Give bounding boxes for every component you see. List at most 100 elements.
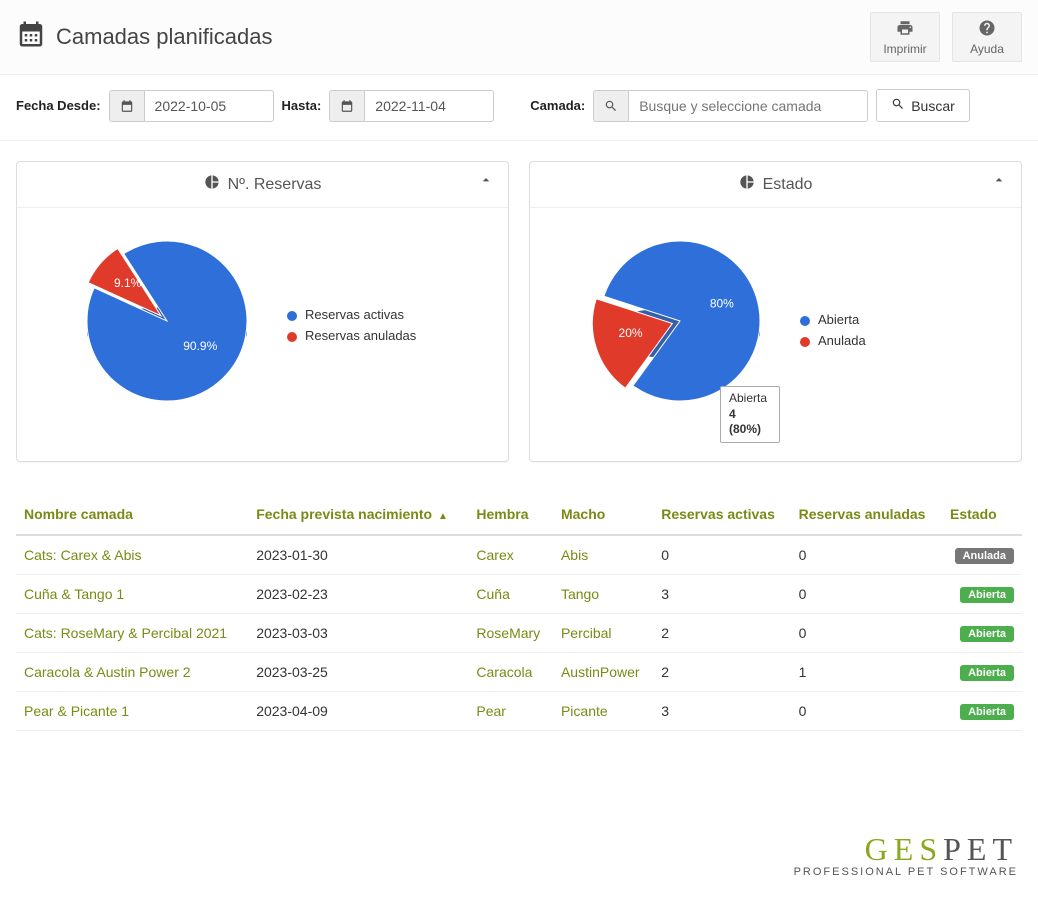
litters-table-wrap: Nombre camada Fecha prevista nacimiento▲… [0,472,1038,751]
female-link[interactable]: Carex [476,547,513,563]
male-link[interactable]: Percibal [561,625,612,641]
chart-tooltip: Abierta 4 (80%) [720,386,780,443]
litter-name-link[interactable]: Cats: RoseMary & Percibal 2021 [24,625,227,641]
estado-legend: Abierta Anulada [800,312,866,354]
reservas-pie: 90.9%9.1% [67,226,267,429]
status-badge: Abierta [960,587,1014,603]
filter-bar: Fecha Desde: Hasta: Camada: Buscar [0,75,1038,141]
female-link[interactable]: Caracola [476,664,532,680]
cell-activas: 0 [653,535,790,575]
brand-name: GESPET [794,831,1018,868]
cell-anuladas: 0 [791,575,942,614]
cell-anuladas: 1 [791,653,942,692]
status-badge: Abierta [960,665,1014,681]
svg-text:20%: 20% [619,326,643,340]
male-link[interactable]: Picante [561,703,608,719]
brand-logo: GESPET PROFESSIONAL PET SOFTWARE [794,831,1018,878]
legend-dot [287,332,297,342]
help-button[interactable]: Ayuda [952,12,1022,62]
svg-text:9.1%: 9.1% [114,276,142,290]
legend-dot [800,316,810,326]
legend-label: Anulada [818,333,866,348]
svg-text:80%: 80% [710,296,734,310]
from-date-input[interactable] [144,90,274,122]
legend-label: Reservas anuladas [305,328,416,343]
camada-search-input[interactable] [628,90,868,122]
cell-anuladas: 0 [791,614,942,653]
col-activas[interactable]: Reservas activas [653,500,790,535]
col-fecha[interactable]: Fecha prevista nacimiento▲ [248,500,468,535]
col-estado[interactable]: Estado [942,500,1022,535]
print-icon [896,19,914,42]
panel-header: Nº. Reservas [17,162,508,208]
cell-fecha: 2023-04-09 [248,692,468,731]
search-icon [891,97,905,114]
help-label: Ayuda [970,42,1004,56]
litter-name-link[interactable]: Cuña & Tango 1 [24,586,124,602]
litter-name-link[interactable]: Pear & Picante 1 [24,703,129,719]
search-label: Camada: [530,98,585,113]
to-date-input[interactable] [364,90,494,122]
to-group [329,90,494,122]
tooltip-line1: Abierta [729,391,771,407]
print-button[interactable]: Imprimir [870,12,940,62]
cell-anuladas: 0 [791,692,942,731]
col-nombre[interactable]: Nombre camada [16,500,248,535]
table-row: Caracola & Austin Power 22023-03-25Carac… [16,653,1022,692]
legend-label: Reservas activas [305,307,404,322]
female-link[interactable]: RoseMary [476,625,540,641]
male-link[interactable]: Abis [561,547,588,563]
to-label: Hasta: [282,98,322,113]
reservas-title: Nº. Reservas [228,176,322,194]
calendar-icon[interactable] [109,90,144,122]
chevron-up-icon[interactable] [478,172,494,191]
help-icon [978,19,996,42]
print-label: Imprimir [883,42,926,56]
cell-anuladas: 0 [791,535,942,575]
cell-fecha: 2023-02-23 [248,575,468,614]
legend-item: Abierta [800,312,866,327]
col-macho[interactable]: Macho [553,500,653,535]
charts-row: Nº. Reservas 90.9%9.1% Reservas activasR… [0,141,1038,472]
footer: GESPET PROFESSIONAL PET SOFTWARE [0,751,1038,898]
legend-dot [287,311,297,321]
male-link[interactable]: Tango [561,586,599,602]
status-badge: Abierta [960,704,1014,720]
estado-panel: Estado 80% 20% Abierta 4 (80%) Abierta Anu… [529,161,1022,462]
table-row: Cats: RoseMary & Percibal 2021 2023-03-03… [16,614,1022,653]
litter-name-link[interactable]: Cats: Carex & Abis [24,547,142,563]
topbar: Camadas planificadas Imprimir Ayuda [0,0,1038,75]
search-icon[interactable] [593,90,628,122]
legend-label: Abierta [818,312,859,327]
male-link[interactable]: AustinPower [561,664,640,680]
chevron-up-icon[interactable] [991,172,1007,191]
col-hembra[interactable]: Hembra [468,500,553,535]
litters-table: Nombre camada Fecha prevista nacimiento▲… [16,500,1022,731]
female-link[interactable]: Cuña [476,586,509,602]
top-actions: Imprimir Ayuda [870,12,1022,62]
cell-fecha: 2023-03-03 [248,614,468,653]
estado-title: Estado [763,176,813,194]
panel-header: Estado [530,162,1021,208]
cell-fecha: 2023-01-30 [248,535,468,575]
cell-activas: 3 [653,575,790,614]
col-anuladas[interactable]: Reservas anuladas [791,500,942,535]
litter-name-link[interactable]: Caracola & Austin Power 2 [24,664,191,680]
search-button[interactable]: Buscar [876,89,970,122]
page-title-text: Camadas planificadas [56,24,272,50]
cell-activas: 2 [653,653,790,692]
table-row: Cats: Carex & Abis2023-01-30CarexAbis00A… [16,535,1022,575]
status-badge: Anulada [955,548,1014,564]
sort-asc-icon: ▲ [438,511,448,522]
search-button-label: Buscar [911,98,955,114]
search-group [593,90,868,122]
female-link[interactable]: Pear [476,703,506,719]
cell-activas: 2 [653,614,790,653]
legend-item: Reservas activas [287,307,416,322]
brand-tagline: PROFESSIONAL PET SOFTWARE [794,866,1018,878]
calendar-icon[interactable] [329,90,364,122]
legend-dot [800,337,810,347]
table-row: Cuña & Tango 1 2023-02-23 Cuña Tango 30 Abier… [16,575,1022,614]
tooltip-line2: 4 (80%) [729,407,771,438]
reservas-legend: Reservas activas Reservas anuladas [287,307,416,349]
